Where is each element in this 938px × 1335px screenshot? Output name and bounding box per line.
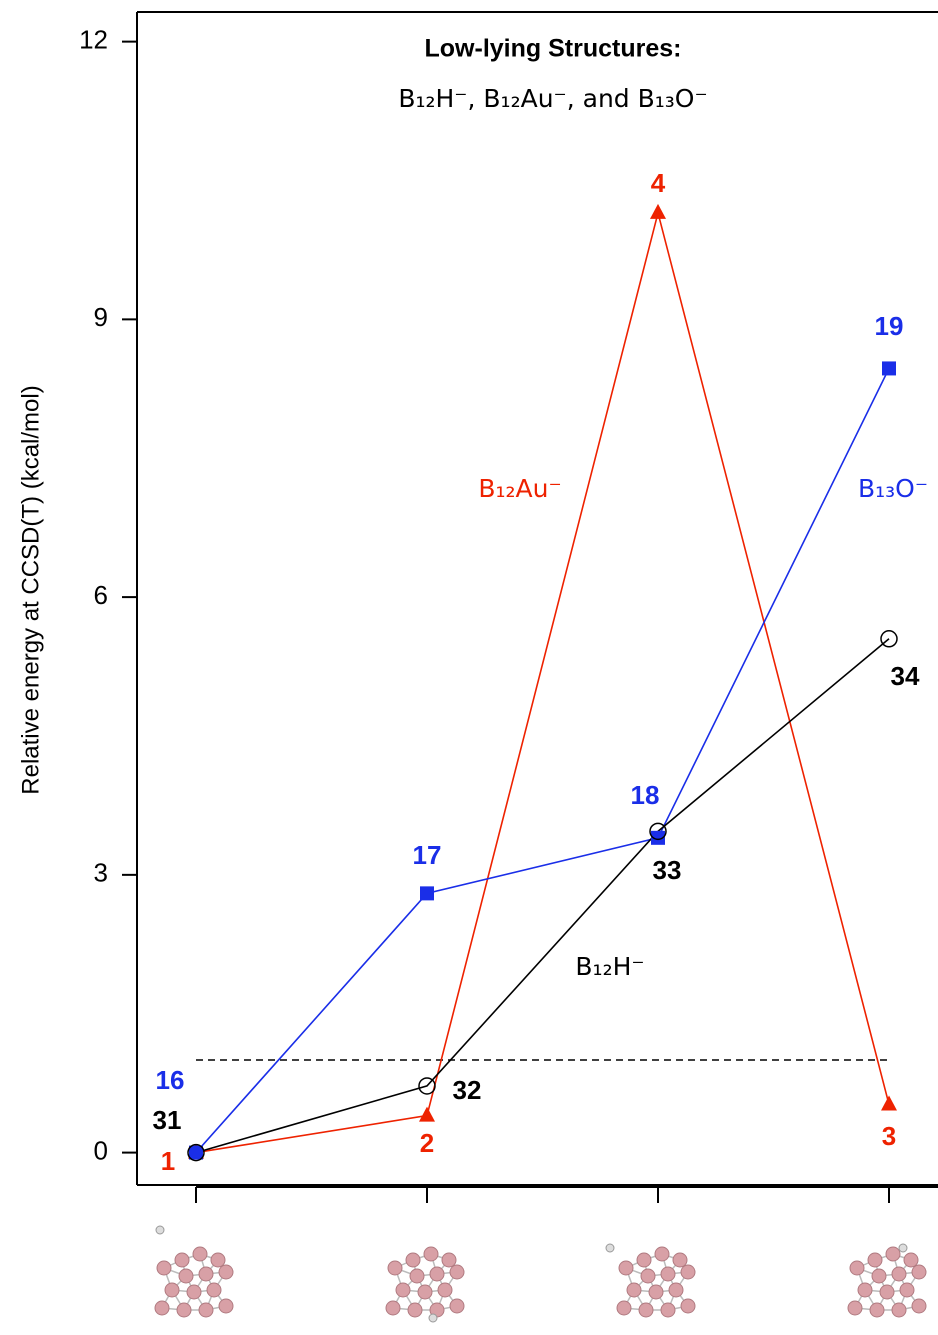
- atom: [406, 1253, 420, 1267]
- atom: [892, 1303, 906, 1317]
- point-label: 17: [413, 840, 442, 870]
- atom: [868, 1253, 882, 1267]
- atom: [899, 1244, 907, 1252]
- atom: [193, 1247, 207, 1261]
- atom: [900, 1283, 914, 1297]
- atom: [858, 1283, 872, 1297]
- atom: [418, 1285, 432, 1299]
- atom: [199, 1303, 213, 1317]
- structure-image: [848, 1244, 926, 1317]
- atom: [681, 1265, 695, 1279]
- atom: [410, 1269, 424, 1283]
- atom: [641, 1269, 655, 1283]
- point-label: 4: [651, 168, 666, 198]
- atom: [661, 1267, 675, 1281]
- point-label: 16: [156, 1065, 185, 1095]
- atom: [207, 1283, 221, 1297]
- y-tick-label: 0: [94, 1135, 108, 1165]
- y-tick-label: 3: [94, 858, 108, 888]
- marker: [881, 1095, 897, 1110]
- atom: [179, 1269, 193, 1283]
- atom: [880, 1285, 894, 1299]
- atom: [886, 1247, 900, 1261]
- atom: [655, 1247, 669, 1261]
- y-tick-label: 9: [94, 302, 108, 332]
- chart-title: Low-lying Structures:: [425, 35, 682, 63]
- point-label: 32: [453, 1075, 482, 1105]
- marker: [189, 1146, 203, 1160]
- point-label: 19: [875, 311, 904, 341]
- atom: [396, 1283, 410, 1297]
- atom: [870, 1303, 884, 1317]
- atom: [681, 1299, 695, 1313]
- point-label: 34: [891, 661, 920, 691]
- point-label: 2: [420, 1128, 434, 1158]
- series-label: B₁₃O⁻: [858, 474, 928, 503]
- atom: [661, 1303, 675, 1317]
- atom: [442, 1253, 456, 1267]
- atom: [639, 1303, 653, 1317]
- atom: [165, 1283, 179, 1297]
- y-tick-label: 6: [94, 580, 108, 610]
- point-label: 3: [882, 1121, 896, 1151]
- atom: [637, 1253, 651, 1267]
- atom: [450, 1265, 464, 1279]
- atom: [606, 1244, 614, 1252]
- atom: [175, 1253, 189, 1267]
- series-label: B₁₂H⁻: [575, 952, 644, 981]
- atom: [219, 1265, 233, 1279]
- structure-image: [606, 1244, 695, 1317]
- atom: [429, 1314, 437, 1322]
- atom: [199, 1267, 213, 1281]
- atom: [388, 1261, 402, 1275]
- chart-subtitle: B₁₂H⁻, B₁₂Au⁻, and B₁₃O⁻: [398, 84, 707, 113]
- marker: [882, 361, 896, 375]
- atom: [912, 1299, 926, 1313]
- atom: [892, 1267, 906, 1281]
- atom: [438, 1283, 452, 1297]
- point-label: 31: [153, 1105, 182, 1135]
- atom: [211, 1253, 225, 1267]
- point-label: 1: [161, 1146, 175, 1176]
- atom: [619, 1261, 633, 1275]
- atom: [627, 1283, 641, 1297]
- atom: [904, 1253, 918, 1267]
- series-label: B₁₂Au⁻: [478, 474, 561, 503]
- atom: [912, 1265, 926, 1279]
- atom: [450, 1299, 464, 1313]
- structure-image: [386, 1247, 464, 1322]
- series-line: [196, 213, 889, 1153]
- atom: [848, 1301, 862, 1315]
- y-axis-label: Relative energy at CCSD(T) (kcal/mol): [17, 385, 44, 794]
- point-label: 33: [653, 855, 682, 885]
- atom: [408, 1303, 422, 1317]
- atom: [872, 1269, 886, 1283]
- atom: [649, 1285, 663, 1299]
- structure-image: [155, 1226, 233, 1317]
- atom: [386, 1301, 400, 1315]
- atom: [617, 1301, 631, 1315]
- marker: [419, 1107, 435, 1122]
- chart: Low-lying Structures: B₁₂H⁻, B₁₂Au⁻, and…: [0, 0, 938, 1335]
- atom: [430, 1267, 444, 1281]
- atom: [156, 1226, 164, 1234]
- atom: [850, 1261, 864, 1275]
- marker: [420, 886, 434, 900]
- series-line: [196, 639, 889, 1153]
- point-label: 18: [631, 780, 660, 810]
- atom: [219, 1299, 233, 1313]
- atom: [424, 1247, 438, 1261]
- marker: [650, 204, 666, 219]
- atom: [177, 1303, 191, 1317]
- atom: [187, 1285, 201, 1299]
- atom: [155, 1301, 169, 1315]
- atom: [157, 1261, 171, 1275]
- y-tick-label: 12: [79, 25, 108, 55]
- atom: [673, 1253, 687, 1267]
- atom: [669, 1283, 683, 1297]
